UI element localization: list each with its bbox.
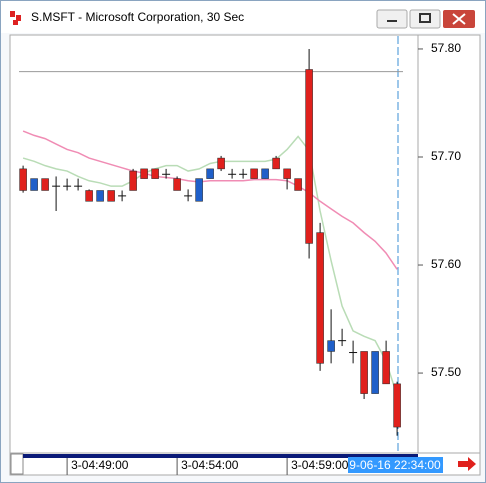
y-tick-label: 57.50 (431, 365, 461, 379)
x-tick-label: 3-04:54:00 (181, 458, 239, 472)
scroll-right-arrow[interactable] (458, 457, 476, 471)
candle-body (129, 170, 137, 191)
x-tick-label: 3-04:49:00 (71, 458, 129, 472)
candle-body (261, 168, 269, 179)
plot-area (9, 34, 419, 454)
candle-body (19, 168, 27, 191)
candle-body (107, 190, 115, 202)
candle-body (327, 340, 335, 352)
close-button[interactable] (443, 10, 475, 28)
candle-body (206, 168, 214, 179)
candle-body (173, 178, 181, 191)
candle-body (250, 168, 258, 179)
scroll-box[interactable] (10, 453, 24, 475)
app-icon (10, 11, 21, 25)
cursor-time: 9-06-16 22:34:00 (349, 458, 441, 472)
candle-body (371, 351, 379, 394)
y-tick-label: 57.70 (431, 149, 461, 163)
candle-body (294, 178, 302, 191)
candle-body (305, 69, 313, 244)
cursor-time-box (348, 457, 443, 473)
candle-body (85, 190, 93, 202)
candle-body (140, 168, 148, 179)
maximize-button[interactable] (409, 9, 441, 29)
indicator-line (22, 130, 398, 270)
candle-body (272, 157, 280, 170)
y-tick-label: 57.80 (431, 41, 461, 55)
x-tick-label: 3-04:59:00 (291, 458, 349, 472)
candle-body (360, 351, 368, 394)
y-tick-label: 57.60 (431, 257, 461, 271)
candle-body (393, 383, 401, 428)
scroll-bar[interactable] (23, 454, 418, 458)
window-title: S.MSFT - Microsoft Corporation, 30 Sec (31, 10, 244, 24)
candle-body (316, 232, 324, 364)
candle-body (151, 168, 159, 179)
minimize-button[interactable] (376, 9, 408, 29)
candle-body (30, 178, 38, 191)
candle-body (217, 157, 225, 170)
candle-body (41, 178, 49, 191)
candle-body (283, 168, 291, 179)
candle-body (195, 178, 203, 202)
indicator-line (22, 135, 398, 396)
candle-body (96, 190, 104, 202)
candle-body (382, 351, 390, 385)
price-axis (417, 34, 481, 454)
